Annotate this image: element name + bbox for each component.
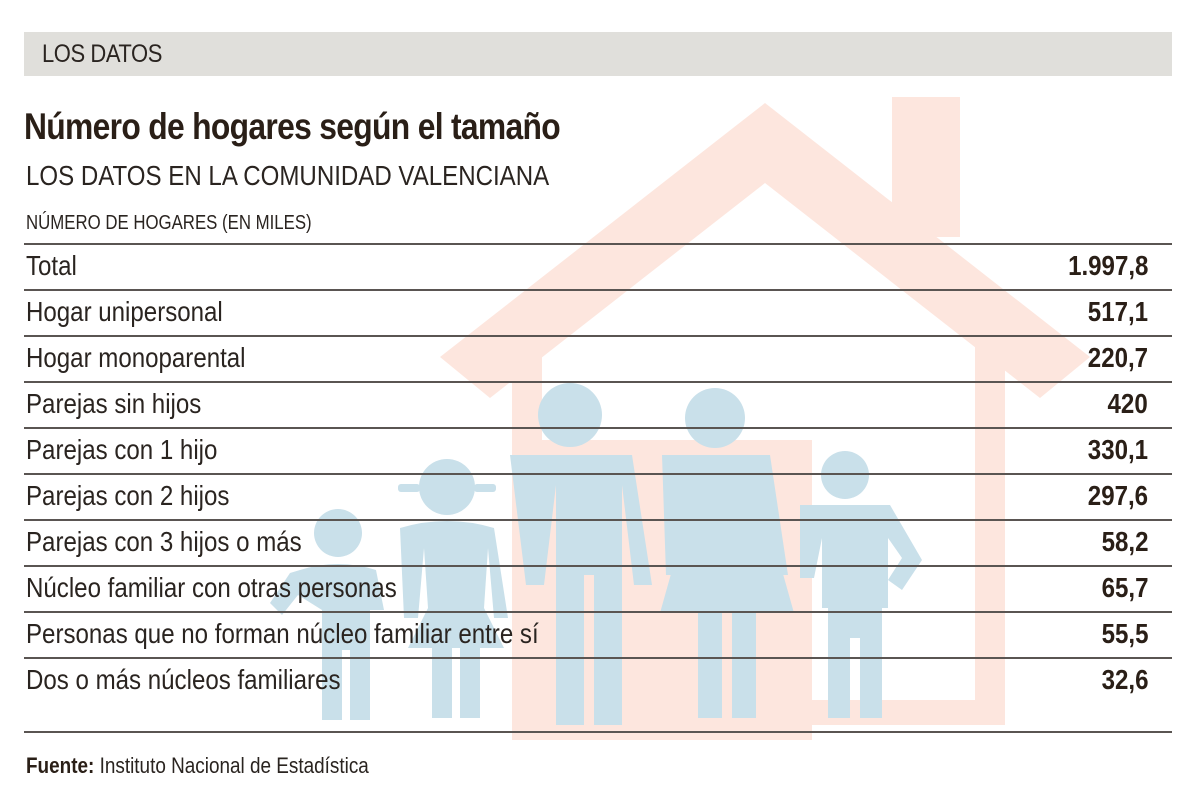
- table-row: Hogar monoparental 220,7: [24, 335, 1172, 381]
- row-value: 297,6: [1087, 480, 1148, 511]
- table-row: Dos o más núcleos familiares 32,6: [24, 657, 1172, 703]
- source-text: Instituto Nacional de Estadística: [99, 753, 369, 778]
- row-label: Núcleo familiar con otras personas: [26, 572, 397, 603]
- row-value: 420: [1107, 388, 1148, 419]
- row-value: 32,6: [1101, 664, 1148, 695]
- section-bar-label: LOS DATOS: [42, 40, 162, 68]
- row-label: Parejas con 1 hijo: [26, 434, 218, 465]
- table-row: Parejas con 1 hijo 330,1: [24, 427, 1172, 473]
- page-title: Número de hogares según el tamaño: [24, 106, 561, 147]
- row-label: Parejas con 3 hijos o más: [26, 526, 302, 557]
- row-value: 1.997,8: [1067, 250, 1148, 281]
- row-value: 65,7: [1101, 572, 1148, 603]
- row-value: 517,1: [1087, 296, 1148, 327]
- row-label: Parejas sin hijos: [26, 388, 202, 419]
- table-row: Parejas sin hijos 420: [24, 381, 1172, 427]
- row-label: Hogar monoparental: [26, 342, 246, 373]
- row-label: Personas que no forman núcleo familiar e…: [26, 618, 539, 649]
- row-value: 220,7: [1087, 342, 1148, 373]
- table-row: Núcleo familiar con otras personas 65,7: [24, 565, 1172, 611]
- bottom-divider: [24, 731, 1172, 733]
- row-label: Total: [26, 250, 77, 281]
- data-table: Total 1.997,8 Hogar unipersonal 517,1 Ho…: [24, 243, 1172, 703]
- table-row: Parejas con 2 hijos 297,6: [24, 473, 1172, 519]
- row-label: Hogar unipersonal: [26, 296, 223, 327]
- table-row: Parejas con 3 hijos o más 58,2: [24, 519, 1172, 565]
- row-value: 58,2: [1101, 526, 1148, 557]
- table-row: Hogar unipersonal 517,1: [24, 289, 1172, 335]
- row-label: Parejas con 2 hijos: [26, 480, 230, 511]
- unit-label: NÚMERO DE HOGARES (EN MILES): [26, 212, 312, 234]
- table-row: Total 1.997,8: [24, 243, 1172, 289]
- section-bar: LOS DATOS: [24, 32, 1172, 76]
- source-note: Fuente: Instituto Nacional de Estadístic…: [26, 753, 369, 779]
- page-subtitle: LOS DATOS EN LA COMUNIDAD VALENCIANA: [26, 160, 550, 191]
- row-label: Dos o más núcleos familiares: [26, 664, 341, 695]
- source-label: Fuente:: [26, 753, 95, 778]
- table-row: Personas que no forman núcleo familiar e…: [24, 611, 1172, 657]
- row-value: 55,5: [1101, 618, 1148, 649]
- row-value: 330,1: [1087, 434, 1148, 465]
